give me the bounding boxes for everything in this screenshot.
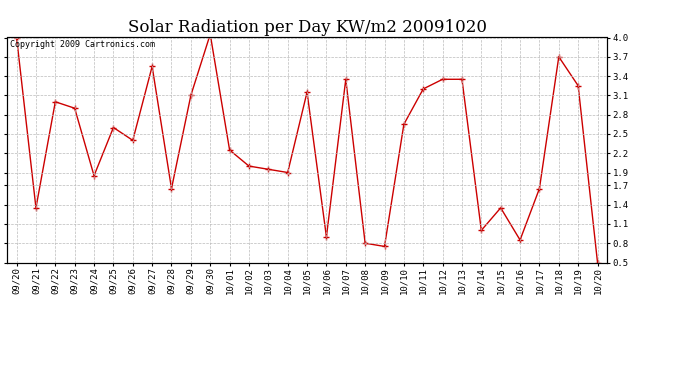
Title: Solar Radiation per Day KW/m2 20091020: Solar Radiation per Day KW/m2 20091020: [128, 19, 486, 36]
Text: Copyright 2009 Cartronics.com: Copyright 2009 Cartronics.com: [10, 40, 155, 49]
